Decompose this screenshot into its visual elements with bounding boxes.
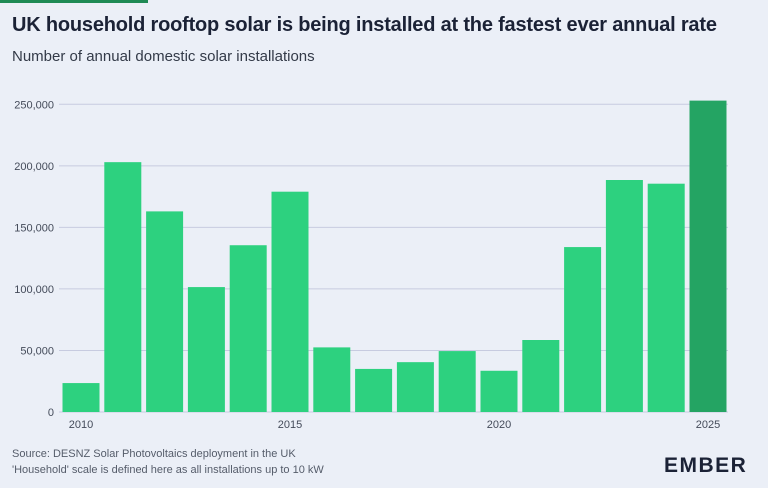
bar-2025 xyxy=(689,100,727,412)
y-axis-tick-labels: 0 50,000 100,000 150,000 200,000 250,000 xyxy=(14,99,54,419)
bar-2012 xyxy=(146,211,184,412)
bars xyxy=(62,100,727,412)
x-axis-tick-labels: 2010 2015 2020 2025 xyxy=(69,419,720,431)
bar-2024 xyxy=(647,183,685,412)
x-tick-label: 2010 xyxy=(69,419,93,431)
y-tick-label: 100,000 xyxy=(14,284,54,296)
y-tick-label: 0 xyxy=(48,407,54,419)
bar-2016 xyxy=(313,347,351,412)
bar-2011 xyxy=(104,162,142,412)
bar-2020 xyxy=(480,370,518,412)
bar-2014 xyxy=(229,245,267,412)
source-note: Source: DESNZ Solar Photovoltaics deploy… xyxy=(12,448,296,460)
y-tick-label: 150,000 xyxy=(14,222,54,234)
bar-2013 xyxy=(187,287,225,412)
bar-2023 xyxy=(605,180,643,412)
bar-2017 xyxy=(355,368,393,412)
bar-2022 xyxy=(564,247,602,412)
x-tick-label: 2025 xyxy=(696,419,720,431)
ember-logo: EMBER xyxy=(664,454,748,477)
bar-2010 xyxy=(62,383,100,412)
bar-2021 xyxy=(522,340,560,412)
definition-note: 'Household' scale is defined here as all… xyxy=(12,464,324,476)
bar-2018 xyxy=(396,362,434,412)
x-tick-label: 2015 xyxy=(278,419,302,431)
y-tick-label: 50,000 xyxy=(20,345,54,357)
y-tick-label: 200,000 xyxy=(14,161,54,173)
y-tick-label: 250,000 xyxy=(14,99,54,111)
top-accent-bar xyxy=(0,0,148,3)
chart-title: UK household rooftop solar is being inst… xyxy=(12,14,717,36)
bar-2015 xyxy=(271,191,309,412)
chart-subtitle: Number of annual domestic solar installa… xyxy=(12,48,315,65)
bar-2019 xyxy=(438,351,476,412)
x-tick-label: 2020 xyxy=(487,419,511,431)
